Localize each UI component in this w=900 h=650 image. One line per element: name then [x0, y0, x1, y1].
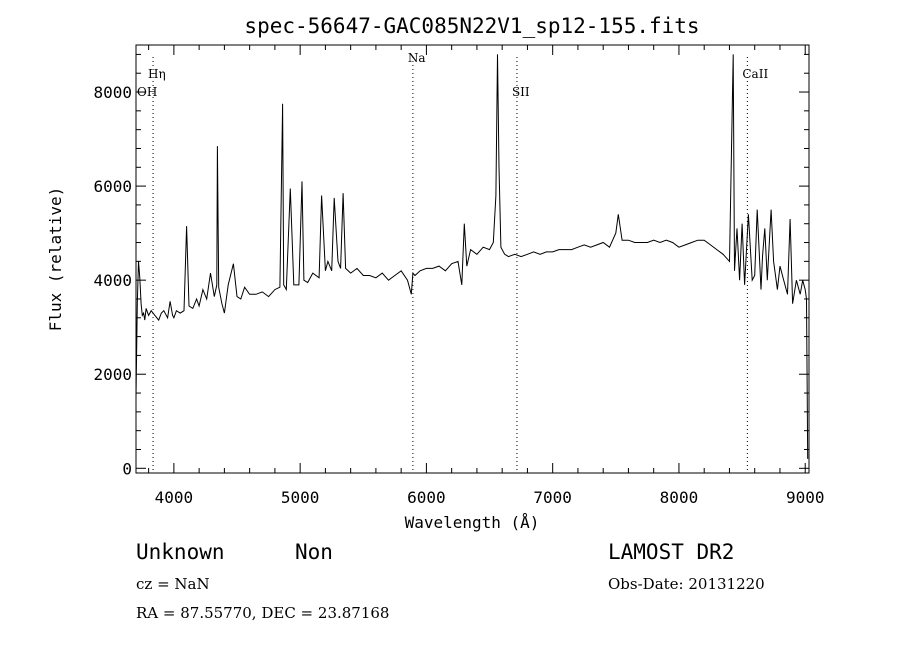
- marker-label: CaII: [742, 67, 768, 81]
- object-class-label: Unknown: [136, 540, 225, 564]
- x-tick-label: 5000: [281, 488, 320, 507]
- chart-title: spec-56647-GAC085N22V1_sp12-155.fits: [244, 14, 699, 38]
- y-tick-label: 8000: [93, 83, 132, 102]
- marker-label: Hη: [148, 67, 166, 81]
- line-marker-group: [152, 57, 748, 473]
- y-tick-label: 0: [122, 459, 132, 478]
- x-tick-label: 4000: [155, 488, 194, 507]
- x-tick-label: 8000: [660, 488, 699, 507]
- plot-frame: [135, 44, 810, 474]
- y-axis-label: Flux (relative): [46, 187, 65, 332]
- x-tick-label: 6000: [407, 488, 446, 507]
- tick-label-group: 4000 5000 6000 7000 8000 9000 0 2000 4000 6000 800…: [93, 83, 824, 507]
- y-tick-label: 2000: [93, 365, 132, 384]
- coordinates-label: RA = 87.55770, DEC = 23.87168: [136, 604, 390, 622]
- y-tick-label: 6000: [93, 177, 132, 196]
- marker-label: SII: [512, 85, 530, 99]
- marker-label: OH: [137, 85, 157, 99]
- marker-label-group: Hη OH Na SII CaII: [137, 51, 768, 99]
- y-tick-label: 4000: [93, 271, 132, 290]
- axis-ticks: [136, 45, 809, 473]
- spectrum-line: [135, 54, 809, 459]
- survey-label: LAMOST DR2: [608, 540, 735, 564]
- x-tick-label: 7000: [533, 488, 572, 507]
- marker-label: Na: [408, 51, 426, 65]
- obs-date-label: Obs-Date: 20131220: [608, 575, 765, 593]
- x-axis-label: Wavelength (Å): [405, 513, 540, 532]
- redshift-label: cz = NaN: [136, 575, 210, 593]
- object-subclass-label: Non: [295, 540, 333, 564]
- x-tick-label: 9000: [786, 488, 825, 507]
